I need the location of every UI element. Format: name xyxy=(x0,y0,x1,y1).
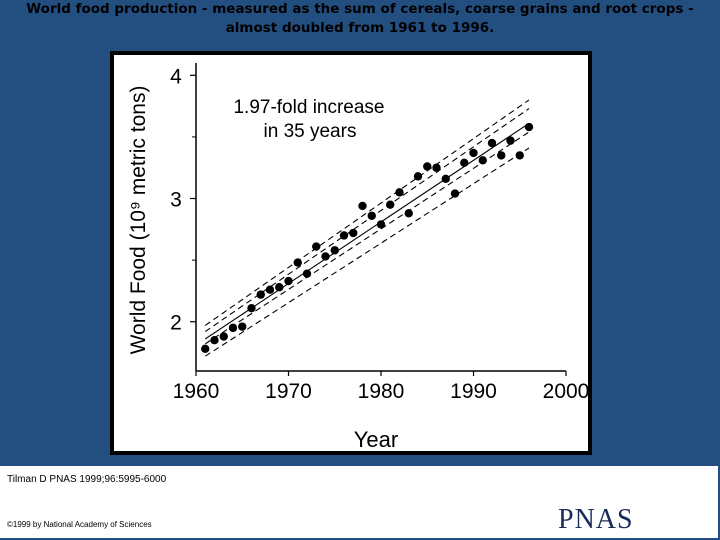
figure-panel: 2 3 4 1960 1970 1980 1990 2000 1.97-fold increa… xyxy=(114,55,588,451)
data-point-1965 xyxy=(238,322,247,331)
data-point-1993 xyxy=(497,151,506,160)
data-point-1984 xyxy=(413,172,423,181)
data-point-1992 xyxy=(487,138,497,148)
pnas-logo: PNAS xyxy=(558,504,634,535)
data-point-1972 xyxy=(302,269,312,278)
data-point-1971 xyxy=(293,258,302,267)
data-point-1978 xyxy=(358,201,367,211)
data-point-1963 xyxy=(219,332,228,341)
x-tick-label-2000: 2000 xyxy=(543,380,588,403)
data-point-1990 xyxy=(469,148,478,158)
regression-bound-line-3 xyxy=(204,131,530,345)
data-point-1988 xyxy=(450,189,460,198)
data-point-1985 xyxy=(423,162,432,171)
data-point-1991 xyxy=(478,156,487,165)
data-point-1981 xyxy=(386,200,395,209)
slide-footer: Tilman D PNAS 1999;96:5995-6000 ©1999 by… xyxy=(0,466,718,538)
x-tick-label-1980: 1980 xyxy=(358,380,405,403)
y-tick-label-3: 3 xyxy=(170,189,182,212)
data-point-1989 xyxy=(460,158,469,167)
data-point-1968 xyxy=(265,285,275,294)
x-tick-label-1960: 1960 xyxy=(173,380,220,403)
figure-frame: 2 3 4 1960 1970 1980 1990 2000 1.97-fold increa… xyxy=(110,51,592,455)
data-point-1987 xyxy=(441,174,450,184)
chart-annotation-line-2: in 35 years xyxy=(264,121,357,142)
data-point-1974 xyxy=(321,252,330,261)
data-point-1996 xyxy=(524,122,534,132)
x-axis-label: Year xyxy=(354,427,398,451)
x-tick-label-1990: 1990 xyxy=(450,380,497,403)
data-point-1961 xyxy=(201,344,210,354)
data-point-1969 xyxy=(275,283,284,292)
data-point-1964 xyxy=(228,323,238,333)
world-food-scatter-chart: 2 3 4 1960 1970 1980 1990 2000 1.97-fold increa… xyxy=(127,63,588,451)
data-point-1994 xyxy=(506,136,515,145)
data-point-1983 xyxy=(404,209,413,218)
data-point-1970 xyxy=(284,276,293,286)
y-tick-label-2: 2 xyxy=(170,312,182,335)
y-tick-label-4: 4 xyxy=(170,65,182,88)
data-point-1973 xyxy=(312,242,321,251)
data-point-1977 xyxy=(349,228,358,238)
copyright-text: ©1999 by National Academy of Sciences xyxy=(7,520,152,529)
data-point-1986 xyxy=(432,163,441,172)
data-point-1980 xyxy=(376,220,386,229)
data-point-1976 xyxy=(339,231,349,240)
data-point-1975 xyxy=(330,246,339,255)
data-point-1982 xyxy=(395,188,404,197)
slide-title: World food production - measured as the … xyxy=(26,1,694,36)
data-point-1995 xyxy=(515,151,524,160)
x-tick-label-1970: 1970 xyxy=(265,380,312,403)
data-point-1979 xyxy=(367,211,376,220)
chart-annotation-line-1: 1.97-fold increase xyxy=(233,97,384,118)
regression-bound-line-1 xyxy=(204,108,530,333)
data-point-1966 xyxy=(247,303,256,313)
citation-text: Tilman D PNAS 1999;96:5995-6000 xyxy=(7,474,167,485)
y-axis-label: World Food (10⁹ metric tons) xyxy=(127,86,150,355)
regression-bound-line-0 xyxy=(204,99,530,326)
regression-fit-line-2 xyxy=(204,122,530,340)
data-point-1967 xyxy=(256,290,265,299)
regression-bound-line-4 xyxy=(204,147,530,357)
data-point-1962 xyxy=(210,336,219,345)
